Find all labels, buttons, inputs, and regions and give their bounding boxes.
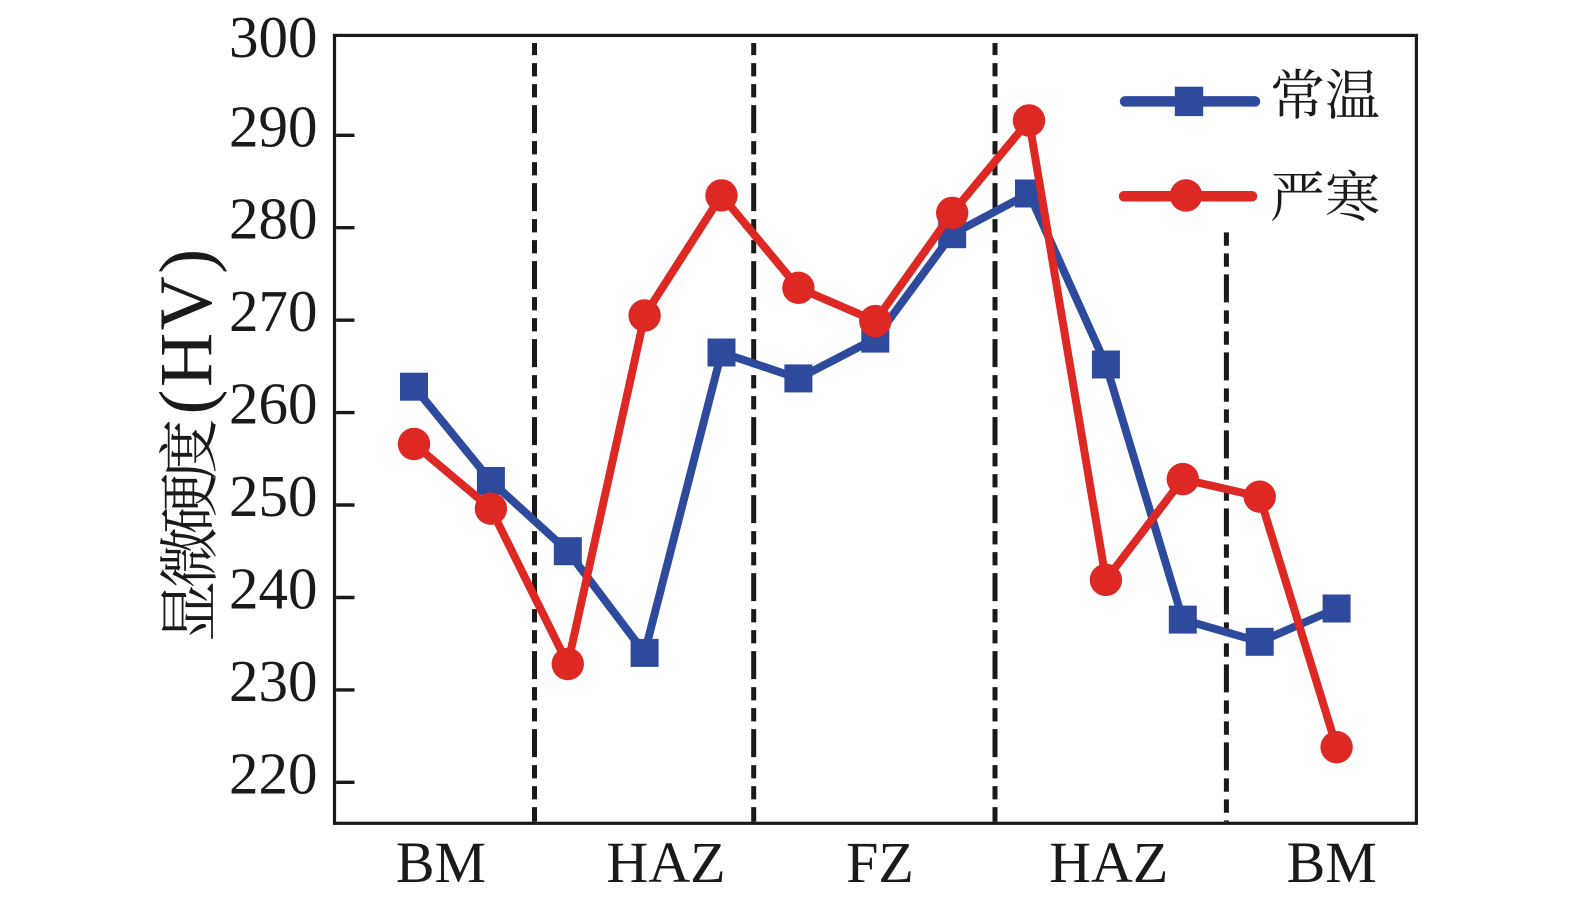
svg-text:260: 260: [229, 371, 318, 437]
svg-text:290: 290: [229, 93, 318, 159]
svg-text:BM: BM: [1287, 830, 1377, 895]
svg-text:240: 240: [229, 556, 318, 622]
svg-text:(HV): (HV): [145, 246, 228, 414]
svg-text:BM: BM: [396, 830, 486, 895]
svg-text:220: 220: [229, 740, 318, 806]
svg-text:FZ: FZ: [846, 830, 914, 895]
svg-text:250: 250: [229, 463, 318, 529]
svg-text:270: 270: [229, 278, 318, 344]
svg-text:HAZ: HAZ: [606, 830, 725, 895]
svg-text:HAZ: HAZ: [1049, 830, 1168, 895]
svg-text:300: 300: [229, 4, 318, 70]
svg-text:280: 280: [229, 186, 318, 252]
svg-text:230: 230: [229, 648, 318, 714]
